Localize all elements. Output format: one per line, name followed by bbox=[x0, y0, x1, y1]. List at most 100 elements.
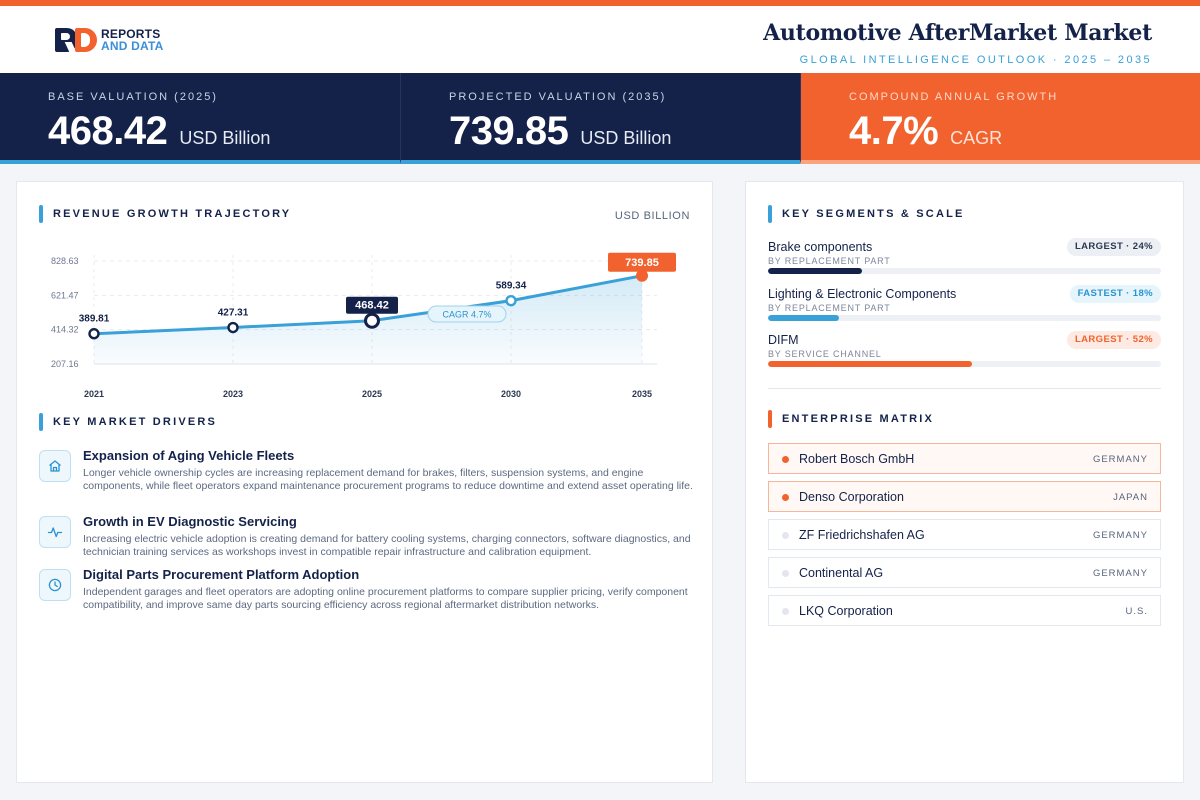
kpi-number: 468.42 bbox=[48, 109, 168, 153]
section-divider bbox=[768, 388, 1161, 389]
y-tick-label: 207.16 bbox=[51, 359, 79, 369]
segment-bar-fill bbox=[768, 268, 863, 274]
status-dot bbox=[782, 532, 789, 539]
data-label-box bbox=[608, 252, 676, 272]
kpi-label: COMPOUND ANNUAL GROWTH bbox=[849, 91, 1059, 103]
driver-title: Digital Parts Procurement Platform Adopt… bbox=[83, 567, 360, 582]
kpi-value-row: 468.42 USD Billion bbox=[48, 109, 270, 154]
enterprise-row[interactable]: ZF Friedrichshafen AG GERMANY bbox=[768, 519, 1161, 550]
data-label-box bbox=[346, 296, 398, 314]
logo-line-1: REPORTS bbox=[101, 27, 161, 41]
company-country: GERMANY bbox=[1092, 568, 1148, 579]
company-name: ZF Friedrichshafen AG bbox=[799, 528, 925, 542]
company-country: U.S. bbox=[1125, 606, 1148, 617]
segments-section-title: KEY SEGMENTS & SCALE bbox=[782, 208, 965, 220]
x-tick-label: 2035 bbox=[632, 389, 652, 399]
company-country: GERMANY bbox=[1092, 454, 1148, 465]
revenue-section-title: REVENUE GROWTH TRAJECTORY bbox=[53, 208, 292, 220]
driver-title: Expansion of Aging Vehicle Fleets bbox=[83, 448, 295, 463]
data-point bbox=[88, 328, 100, 340]
kpi-value-row: 4.7% CAGR bbox=[849, 109, 1002, 154]
kpi-number: 4.7% bbox=[849, 109, 939, 153]
segment-category: BY REPLACEMENT PART bbox=[768, 256, 891, 266]
segment-bar-fill bbox=[768, 315, 839, 321]
driver-item: Digital Parts Procurement Platform Adopt… bbox=[39, 567, 699, 631]
section-marker bbox=[39, 205, 43, 223]
x-tick-label: 2025 bbox=[362, 389, 382, 399]
segment-name: Lighting & Electronic Components bbox=[768, 287, 957, 301]
segment-name: DIFM bbox=[768, 333, 799, 347]
data-point bbox=[505, 294, 517, 307]
kpi-strip: BASE VALUATION (2025) 468.42 USD Billion… bbox=[0, 73, 1200, 164]
enterprise-list: Robert Bosch GmbH GERMANY Denso Corporat… bbox=[768, 443, 1161, 633]
page-header: REPORTS AND DATA Automotive AfterMarket … bbox=[0, 6, 1200, 73]
page-title: Automotive AfterMarket Market bbox=[763, 20, 1152, 46]
enterprise-row[interactable]: Denso Corporation JAPAN bbox=[768, 481, 1161, 512]
data-point bbox=[227, 321, 239, 334]
segment-bar-fill bbox=[768, 361, 973, 367]
kpi-unit: USD Billion bbox=[179, 128, 271, 148]
company-country: GERMANY bbox=[1092, 530, 1148, 541]
logo-mark bbox=[55, 28, 97, 52]
kpi-unit: USD Billion bbox=[580, 128, 672, 148]
kpi-label: BASE VALUATION (2025) bbox=[48, 91, 218, 103]
pulse-icon bbox=[39, 516, 71, 548]
data-label: 468.42 bbox=[355, 300, 389, 312]
enterprise-row[interactable]: LKQ Corporation U.S. bbox=[768, 595, 1161, 626]
enterprise-row[interactable]: Continental AG GERMANY bbox=[768, 557, 1161, 588]
status-dot bbox=[782, 456, 789, 463]
driver-item: Growth in EV Diagnostic Servicing Increa… bbox=[39, 514, 699, 567]
brand-logo: REPORTS AND DATA bbox=[55, 28, 163, 52]
segment-badge: LARGEST · 24% bbox=[1066, 238, 1161, 256]
drivers-section-title: KEY MARKET DRIVERS bbox=[53, 416, 218, 428]
logo-text: REPORTS AND DATA bbox=[101, 28, 163, 52]
enterprise-section-title: ENTERPRISE MATRIX bbox=[782, 413, 935, 425]
company-name: Denso Corporation bbox=[799, 490, 904, 504]
company-country: JAPAN bbox=[1113, 492, 1148, 503]
enterprise-row[interactable]: Robert Bosch GmbH GERMANY bbox=[768, 443, 1161, 474]
kpi-value-row: 739.85 USD Billion bbox=[449, 109, 671, 154]
clock-icon bbox=[39, 569, 71, 601]
data-label: 427.31 bbox=[218, 308, 249, 319]
driver-description: Longer vehicle ownership cycles are incr… bbox=[83, 467, 693, 492]
y-tick-label: 828.63 bbox=[51, 256, 79, 266]
drivers-list: Expansion of Aging Vehicle Fleets Longer… bbox=[39, 448, 699, 631]
segment-badge: FASTEST · 18% bbox=[1069, 285, 1161, 303]
chart-units-label: USD BILLION bbox=[614, 210, 690, 222]
kpi-number: 739.85 bbox=[449, 109, 569, 153]
kpi-projected-valuation: PROJECTED VALUATION (2035) 739.85 USD Bi… bbox=[400, 73, 800, 164]
status-dot bbox=[782, 570, 789, 577]
home-icon bbox=[39, 450, 71, 482]
area-fill bbox=[94, 275, 642, 364]
kpi-unit: CAGR bbox=[950, 128, 1003, 148]
segment-bar-track bbox=[768, 315, 1161, 321]
page-subtitle: GLOBAL INTELLIGENCE OUTLOOK · 2025 – 203… bbox=[799, 54, 1152, 66]
data-point bbox=[364, 312, 380, 329]
y-tick-label: 414.32 bbox=[51, 325, 79, 335]
segment-name: Brake components bbox=[768, 240, 873, 254]
segment-bar-track bbox=[768, 268, 1161, 274]
data-label: 389.81 bbox=[79, 314, 110, 325]
company-name: Robert Bosch GmbH bbox=[799, 452, 915, 466]
revenue-section-header: REVENUE GROWTH TRAJECTORY bbox=[39, 205, 291, 223]
section-marker bbox=[768, 205, 772, 223]
x-tick-label: 2021 bbox=[84, 389, 104, 399]
data-point bbox=[636, 269, 648, 282]
driver-item: Expansion of Aging Vehicle Fleets Longer… bbox=[39, 448, 699, 514]
section-marker bbox=[39, 413, 43, 431]
section-marker bbox=[768, 410, 772, 428]
enterprise-section-header: ENTERPRISE MATRIX bbox=[768, 410, 934, 428]
x-tick-label: 2023 bbox=[223, 389, 243, 399]
revenue-line-chart: CAGR 4.7% 828.63 621.47 414.32 207.16 2021 20… bbox=[51, 252, 676, 399]
data-label: 739.85 bbox=[625, 257, 659, 269]
y-tick-label: 621.47 bbox=[51, 290, 79, 300]
x-tick-label: 2030 bbox=[501, 389, 521, 399]
segments-section-header: KEY SEGMENTS & SCALE bbox=[768, 205, 965, 223]
cagr-annotation-text: CAGR 4.7% bbox=[442, 310, 491, 320]
segments-enterprise-panel: KEY SEGMENTS & SCALE Brake components BY… bbox=[745, 181, 1184, 783]
segment-category: BY REPLACEMENT PART bbox=[768, 303, 891, 313]
kpi-label: PROJECTED VALUATION (2035) bbox=[449, 91, 667, 103]
cagr-annotation-badge bbox=[427, 305, 507, 323]
status-dot bbox=[782, 608, 789, 615]
status-dot bbox=[782, 494, 789, 501]
